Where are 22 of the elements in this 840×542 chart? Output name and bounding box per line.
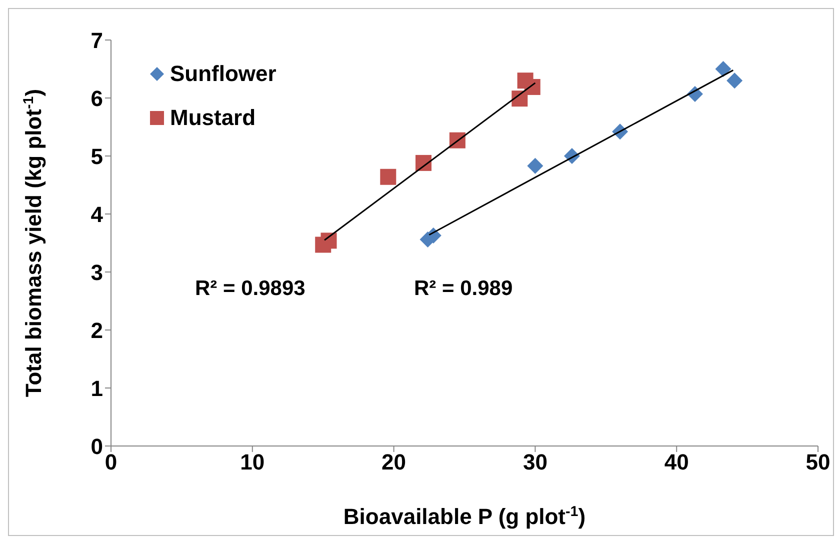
legend-label: Sunflower	[170, 61, 276, 87]
y-tick-label: 1	[90, 376, 103, 401]
annotation: R² = 0.9893	[195, 277, 306, 301]
point	[715, 61, 732, 77]
annotation: R² = 0.989	[414, 277, 513, 301]
y-tick-label: 7	[90, 28, 103, 53]
legend-label: Mustard	[170, 105, 256, 131]
y-tick-label: 5	[90, 144, 103, 169]
y-tick-label: 6	[90, 86, 103, 111]
y-tick-label: 4	[90, 202, 104, 227]
x-tick-label: 40	[664, 450, 689, 475]
y-tick-label: 0	[90, 434, 103, 459]
x-tick-label: 30	[522, 450, 548, 475]
x-tick-label: 10	[240, 450, 265, 475]
y-tick-label: 2	[90, 318, 103, 343]
x-axis-title: Bioavailable P (g plot$^{-1}$)	[343, 504, 586, 529]
x-tick-label: 50	[806, 450, 830, 475]
y-tick-label: 3	[90, 260, 103, 285]
point	[380, 168, 396, 185]
point	[527, 158, 544, 174]
point	[726, 72, 743, 89]
x-tick-label: 20	[382, 450, 406, 475]
